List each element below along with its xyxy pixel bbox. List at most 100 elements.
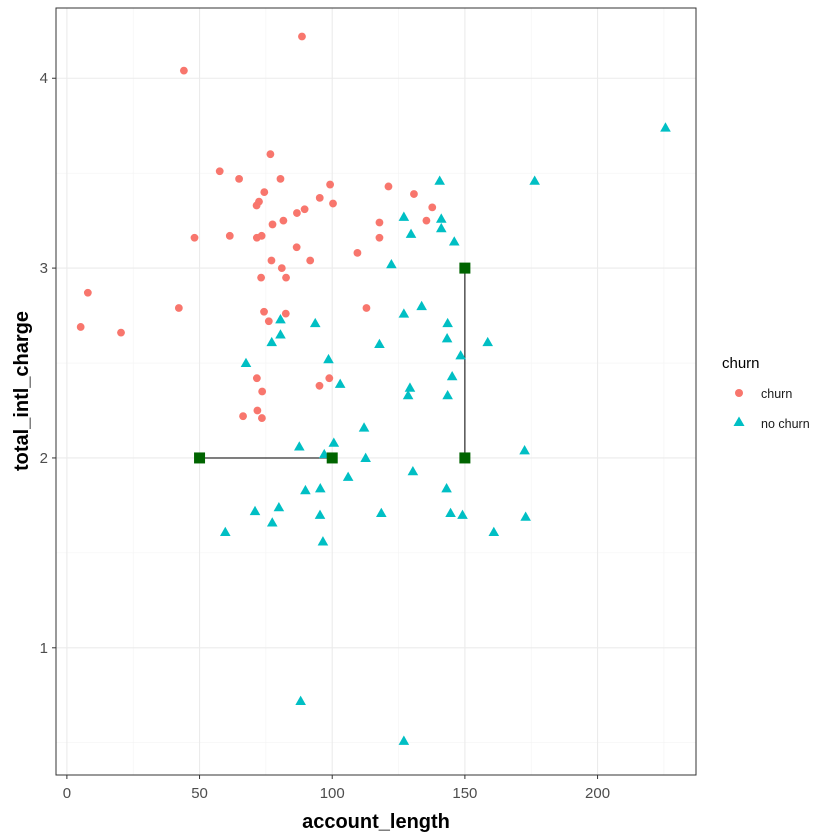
point-churn (252, 233, 261, 242)
point-no-churn (314, 509, 326, 519)
point-churn (258, 387, 267, 396)
overlay-square-marker (459, 262, 471, 274)
point-no-churn (376, 507, 387, 518)
point-no-churn (275, 314, 286, 324)
point-churn (384, 182, 393, 191)
point-churn (306, 256, 315, 265)
point-churn (239, 412, 247, 421)
point-no-churn (294, 441, 305, 451)
point-churn (315, 193, 324, 202)
point-churn (215, 167, 224, 176)
point-churn (315, 381, 324, 390)
overlay-square-marker (326, 452, 338, 464)
point-churn (279, 216, 288, 225)
point-no-churn (334, 378, 346, 388)
point-churn (76, 323, 85, 331)
point-churn (277, 264, 286, 272)
point-churn (83, 288, 92, 297)
point-churn (267, 256, 276, 265)
legend-label-no-churn: no churn (761, 417, 810, 431)
point-churn (375, 233, 384, 242)
axis-ticks: 0 50 100 150 200 1 2 3 4 (40, 70, 610, 802)
legend-label-churn: churn (761, 387, 792, 401)
legend-key-no-churn (733, 416, 745, 426)
point-no-churn (360, 452, 371, 462)
point-no-churn (405, 228, 417, 238)
point-churn (252, 374, 261, 383)
point-churn (281, 309, 290, 318)
point-no-churn (386, 258, 397, 269)
x-axis-title: account_length (302, 811, 450, 833)
point-no-churn (398, 211, 410, 221)
x-tick-label: 200 (585, 785, 610, 802)
point-no-churn (309, 317, 321, 328)
point-churn (428, 203, 437, 212)
point-churn (300, 205, 309, 214)
point-no-churn (441, 333, 453, 343)
point-churn (225, 231, 234, 240)
overlay-markers (194, 262, 471, 464)
point-churn (260, 188, 269, 197)
point-no-churn (273, 502, 285, 512)
point-churn (282, 273, 290, 282)
y-axis-title: total_intl_charge (11, 311, 33, 471)
y-tick-label: 4 (40, 70, 48, 87)
point-no-churn (448, 236, 460, 246)
point-no-churn (435, 222, 447, 233)
point-churn (235, 174, 243, 183)
point-churn (410, 190, 418, 198)
legend-title: churn (722, 355, 760, 372)
point-churn (179, 66, 188, 75)
point-no-churn (434, 175, 445, 185)
point-churn (257, 273, 266, 282)
legend-key-churn (735, 389, 743, 397)
point-no-churn (660, 122, 671, 132)
point-no-churn (529, 175, 540, 185)
point-no-churn (249, 505, 261, 516)
plot-panel (56, 8, 696, 775)
point-no-churn (219, 526, 231, 536)
point-churn (325, 374, 334, 383)
point-no-churn (416, 300, 427, 311)
point-no-churn (240, 357, 252, 368)
point-no-churn (442, 317, 453, 328)
point-churn (266, 150, 275, 159)
point-churn (260, 307, 268, 316)
overlay-square-marker (194, 452, 206, 464)
overlay-segments (199, 268, 466, 459)
point-churn (292, 243, 301, 252)
point-no-churn (374, 338, 385, 349)
point-churn (255, 197, 263, 206)
x-tick-label: 100 (320, 785, 345, 802)
point-no-churn (435, 213, 447, 223)
point-churn (353, 249, 362, 257)
point-churn (253, 406, 262, 415)
data-points (76, 32, 671, 745)
point-no-churn (441, 483, 452, 493)
point-no-churn (314, 483, 326, 493)
x-tick-label: 0 (63, 785, 71, 802)
point-no-churn (358, 422, 370, 432)
point-churn (258, 414, 266, 422)
point-churn (298, 32, 306, 41)
point-churn (362, 304, 371, 312)
grid-lines (56, 8, 696, 775)
point-no-churn (266, 336, 278, 347)
point-no-churn (445, 507, 456, 518)
point-churn (117, 328, 125, 337)
point-churn (276, 174, 285, 183)
point-churn (329, 199, 337, 208)
point-no-churn (342, 471, 354, 481)
point-churn (293, 209, 301, 217)
overlay-square-marker (459, 452, 471, 464)
point-churn (326, 180, 334, 189)
point-no-churn (398, 308, 410, 318)
x-tick-label: 150 (452, 785, 477, 802)
point-churn (174, 304, 183, 312)
y-tick-label: 3 (40, 260, 48, 277)
point-churn (264, 317, 273, 326)
point-no-churn (266, 517, 278, 527)
point-no-churn (300, 484, 311, 495)
point-no-churn (442, 389, 453, 400)
